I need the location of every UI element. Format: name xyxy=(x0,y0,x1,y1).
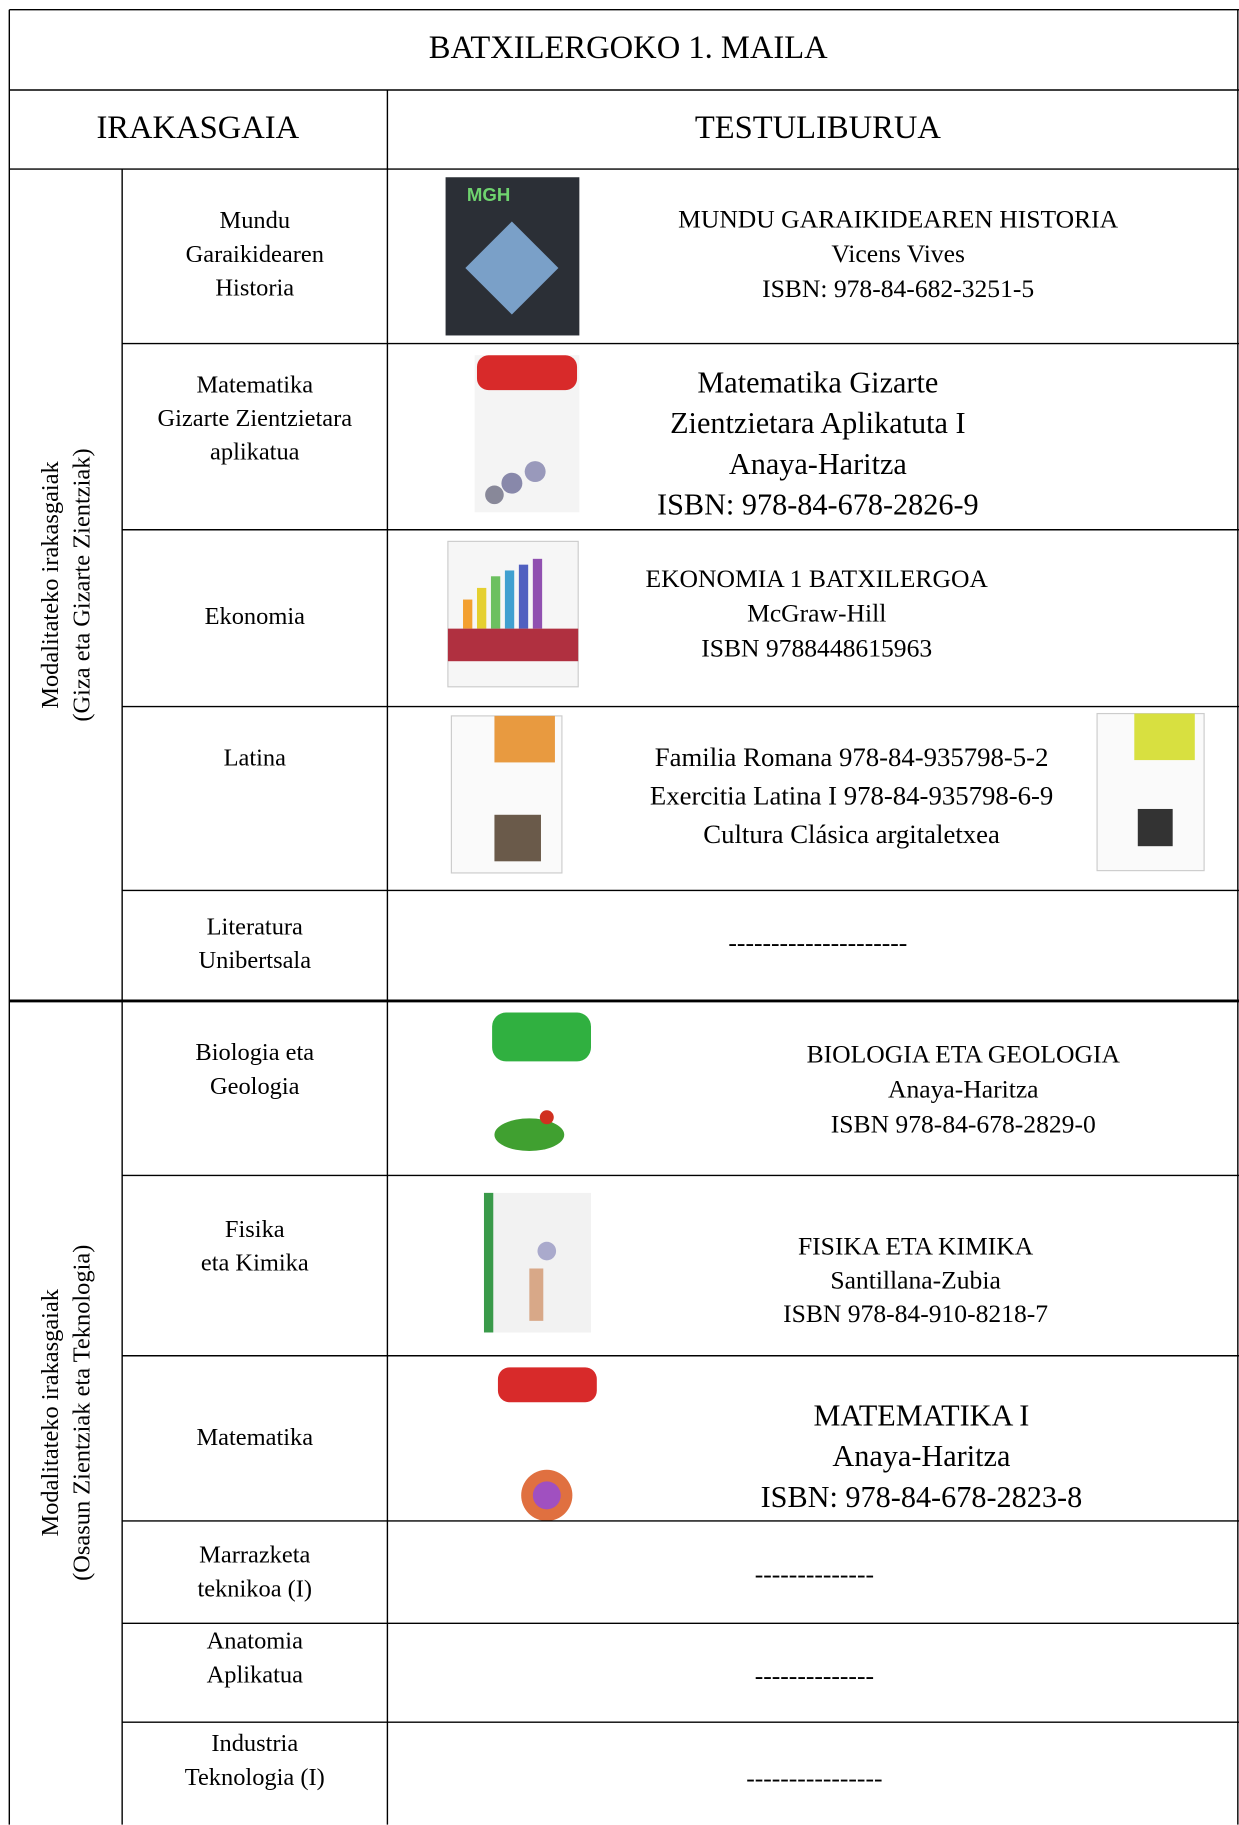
subject-name: teknikoa (I) xyxy=(197,1575,312,1602)
subject-name: Teknologia (I) xyxy=(185,1764,325,1791)
group-label: (Giza eta Gizarte Zientziak) xyxy=(68,448,95,721)
subject-name: Matematika xyxy=(196,1424,313,1451)
subject-name: Aplikatua xyxy=(207,1661,303,1688)
subject-name: Gizarte Zientzietara xyxy=(157,405,352,432)
subject-name: Ekonomia xyxy=(205,603,306,630)
svg-text:MGH: MGH xyxy=(467,184,510,205)
book-info: ---------------- xyxy=(746,1763,882,1792)
book-info: -------------- xyxy=(755,1661,874,1690)
group-label: Modalitateko irakasgaiak xyxy=(37,1288,64,1536)
column-header: IRAKASGAIA xyxy=(96,110,299,146)
subject-name: Marrazketa xyxy=(199,1542,310,1569)
group-label: (Osasun Zientziak eta Teknologia) xyxy=(68,1245,95,1581)
subject-name: Mundu xyxy=(219,207,290,234)
book-info: Zientzietara Aplikatuta I xyxy=(670,406,966,440)
book-info: --------------------- xyxy=(728,928,907,957)
book-info: Vicens Vives xyxy=(831,239,965,268)
subject-name: Literatura xyxy=(207,913,303,940)
book-info: -------------- xyxy=(755,1560,874,1589)
subject-name: Biologia eta xyxy=(195,1039,314,1066)
book-info: MUNDU GARAIKIDEAREN HISTORIA xyxy=(678,204,1119,233)
book-info: EKONOMIA 1 BATXILERGOA xyxy=(645,564,988,593)
book-info: Santillana-Zubia xyxy=(830,1265,1000,1294)
subject-name: Garaikidearen xyxy=(186,241,324,268)
book-info: Anaya-Haritza xyxy=(729,447,907,481)
book-info: MATEMATIKA I xyxy=(813,1399,1029,1433)
subject-name: Fisika xyxy=(225,1216,285,1243)
column-header: TESTULIBURUA xyxy=(695,110,941,146)
book-info: ISBN: 978-84-682-3251-5 xyxy=(762,274,1034,303)
book-info: McGraw-Hill xyxy=(747,599,886,628)
book-info: ISBN: 978-84-678-2826-9 xyxy=(657,488,979,522)
book-info: ISBN 9788448615963 xyxy=(701,634,932,663)
book-info: Cultura Clásica argitaletxea xyxy=(703,819,1000,849)
table-title: BATXILERGOKO 1. MAILA xyxy=(429,30,828,66)
book-info: Anaya-Haritza xyxy=(888,1075,1039,1104)
subject-name: Latina xyxy=(224,745,287,772)
book-info: BIOLOGIA ETA GEOLOGIA xyxy=(807,1040,1121,1069)
subject-name: aplikatua xyxy=(210,439,300,466)
book-info: ISBN 978-84-910-8218-7 xyxy=(783,1299,1048,1328)
subject-name: Geologia xyxy=(210,1073,300,1100)
table-grid xyxy=(8,9,1239,1825)
book-info: FISIKA ETA KIMIKA xyxy=(798,1232,1034,1261)
book-covers: MGH xyxy=(445,177,1205,1521)
book-info: Anaya-Haritza xyxy=(832,1439,1010,1473)
subject-name: Unibertsala xyxy=(198,947,311,974)
subject-name: Industria xyxy=(211,1730,298,1757)
subject-name: Anatomia xyxy=(207,1628,303,1655)
book-info: Matematika Gizarte xyxy=(697,365,938,399)
book-info: Familia Romana 978-84-935798-5-2 xyxy=(655,742,1049,772)
group-label: Modalitateko irakasgaiak xyxy=(37,460,64,708)
book-info: ISBN: 978-84-678-2823-8 xyxy=(761,1480,1083,1514)
subject-name: Matematika xyxy=(196,371,313,398)
subject-name: Historia xyxy=(215,275,294,302)
book-info: ISBN 978-84-678-2829-0 xyxy=(831,1109,1096,1138)
subject-name: eta Kimika xyxy=(201,1250,309,1277)
book-info: Exercitia Latina I 978-84-935798-6-9 xyxy=(650,781,1053,811)
